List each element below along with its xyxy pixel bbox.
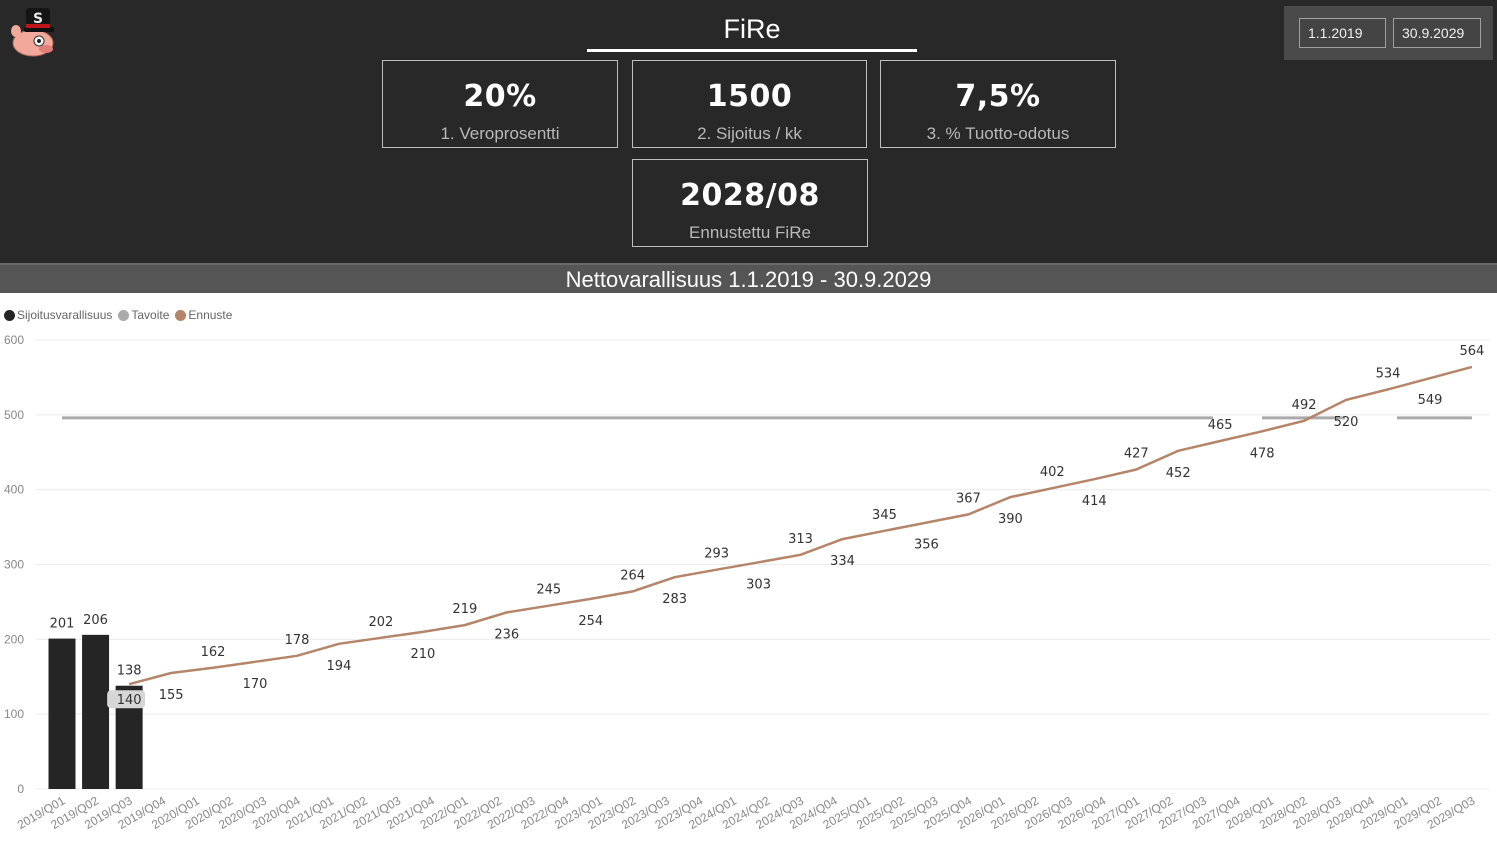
forecast-data-label: 210 [410, 647, 435, 662]
legend-dot-icon [4, 309, 15, 321]
forecast-data-label: 549 [1418, 393, 1443, 408]
forecast-data-label: 155 [159, 688, 184, 703]
start-date-input[interactable]: 1.1.2019 [1299, 18, 1386, 48]
forecast-data-label: 202 [369, 615, 394, 630]
legend-item-ennuste[interactable]: Ennuste [175, 308, 232, 322]
forecast-data-label: 345 [872, 508, 897, 523]
forecast-data-label: 303 [746, 577, 771, 592]
legend-dot-icon [118, 309, 130, 321]
forecast-data-label: 194 [327, 659, 352, 674]
forecast-data-label: 219 [452, 602, 477, 617]
forecast-data-label: 293 [704, 547, 729, 562]
forecast-data-label: 236 [494, 627, 519, 642]
forecast-data-label: 356 [914, 538, 939, 553]
kpi-card-monthly-investment: 1500 2. Sijoitus / kk [632, 60, 867, 148]
forecast-data-label: 492 [1292, 398, 1317, 413]
kpi-value: 20% [463, 79, 537, 114]
forecast-data-label: 264 [620, 568, 645, 583]
bar-sijoitusvarallisuus[interactable] [48, 638, 76, 789]
forecast-data-label: 427 [1124, 446, 1149, 461]
y-tick-label: 400 [4, 483, 24, 497]
forecast-data-label: 245 [536, 583, 561, 598]
forecast-line[interactable] [128, 365, 1473, 686]
legend-dot-icon [175, 309, 187, 321]
kpi-label: 2. Sijoitus / kk [697, 124, 802, 143]
kpi-value: 1500 [706, 79, 793, 114]
y-tick-label: 500 [4, 408, 24, 422]
forecast-data-label: 465 [1208, 418, 1233, 433]
forecast-data-label: 520 [1334, 415, 1359, 430]
forecast-data-label: 162 [201, 645, 226, 660]
forecast-data-label: 390 [998, 512, 1023, 527]
legend-item-tavoite[interactable]: Tavoite [118, 308, 169, 322]
kpi-card-tax-rate: 20% 1. Veroprosentti [382, 60, 618, 148]
net-worth-chart: 0 100 200 300 400 500 600 201 206 138 140 155 162 170… [4, 333, 1490, 832]
kpi-label: 3. % Tuotto-odotus [926, 124, 1070, 143]
page-title: FiRe [723, 14, 781, 44]
forecast-data-label: 178 [285, 633, 310, 648]
forecast-data-label: 283 [662, 592, 687, 607]
y-tick-label: 0 [17, 782, 24, 796]
end-date-input[interactable]: 30.9.2029 [1393, 18, 1481, 48]
forecast-data-label: 254 [578, 614, 603, 629]
forecast-data-label: 334 [830, 554, 855, 569]
legend-label: Sijoitusvarallisuus [17, 308, 113, 322]
forecast-data-label: 313 [788, 532, 813, 547]
legend-label: Ennuste [188, 308, 233, 322]
chart-legend: Sijoitusvarallisuus Tavoite Ennuste [4, 308, 238, 322]
kpi-value: 2028/08 [680, 178, 820, 213]
forecast-data-label: 140 [117, 693, 142, 708]
date-range-slicer: 1.1.2019 30.9.2029 [1284, 6, 1493, 60]
kpi-card-forecast-fire: 2028/08 Ennustettu FiRe [632, 159, 868, 247]
bar-data-label: 206 [83, 613, 108, 628]
dashboard-header-panel: S FiRe 20% 1. Veroprosentti 1500 2. Sijo… [0, 0, 1497, 263]
legend-item-sijoitusvarallisuus[interactable]: Sijoitusvarallisuus [4, 308, 112, 322]
y-tick-label: 600 [4, 333, 24, 347]
chart-title-bar: Nettovarallisuus 1.1.2019 - 30.9.2029 [0, 263, 1497, 293]
forecast-data-label: 170 [243, 677, 268, 692]
forecast-data-label: 452 [1166, 466, 1191, 481]
forecast-label-pill [107, 690, 146, 709]
kpi-label: Ennustettu FiRe [689, 223, 811, 242]
forecast-data-label: 367 [956, 491, 981, 506]
legend-label: Tavoite [131, 308, 170, 322]
forecast-data-label: 414 [1082, 494, 1107, 509]
forecast-data-label: 402 [1040, 465, 1065, 480]
forecast-data-label: 478 [1250, 446, 1275, 461]
title-underline [587, 49, 917, 52]
kpi-card-expected-return: 7,5% 3. % Tuotto-odotus [880, 60, 1116, 148]
pig-top-hat-icon: S [11, 8, 54, 57]
y-tick-label: 100 [4, 707, 24, 721]
y-tick-label: 300 [4, 558, 24, 572]
y-tick-label: 200 [4, 632, 24, 646]
kpi-value: 7,5% [955, 79, 1041, 114]
kpi-label: 1. Veroprosentti [440, 124, 560, 143]
bar-data-label: 138 [117, 664, 142, 679]
bar-data-label: 201 [50, 617, 75, 632]
forecast-data-label: 534 [1376, 366, 1401, 381]
bar-sijoitusvarallisuus[interactable] [82, 634, 110, 789]
forecast-data-label: 564 [1460, 344, 1485, 359]
svg-text:S: S [33, 11, 43, 27]
